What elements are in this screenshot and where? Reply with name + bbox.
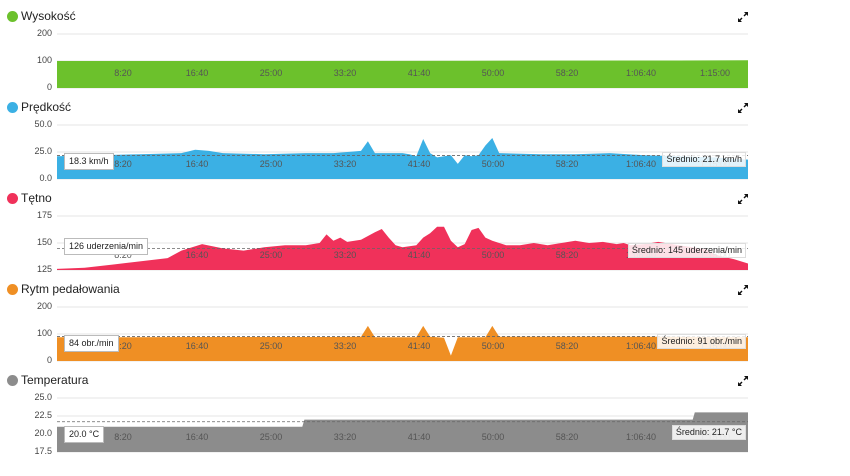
x-tick-label: 8:20	[114, 250, 132, 260]
x-tick-label: 16:40	[185, 68, 209, 78]
cadence-average-label: Średnio: 91 obr./min	[657, 334, 746, 349]
temperature-y-tick-label: 22.5	[34, 410, 52, 420]
cadence-panel: Rytm pedałowania 200 100 0 8:20 16:40 25:00 33:…	[0, 273, 850, 365]
x-tick-label: 1:06:40	[625, 432, 657, 442]
x-tick-label: 58:20	[555, 159, 579, 169]
x-tick-label: 33:20	[333, 341, 357, 351]
heart-average-label: Średnio: 145 uderzenia/min	[627, 243, 746, 258]
x-tick-label: 33:20	[333, 250, 357, 260]
temperature-current-value: 20.0 °C	[64, 426, 105, 443]
cadence-current-value: 84 obr./min	[64, 335, 119, 352]
x-tick-label: 41:40	[407, 159, 431, 169]
cadence-legend-dot	[7, 284, 18, 295]
x-tick-label: 25:00	[259, 341, 283, 351]
x-tick-label: 58:20	[555, 341, 579, 351]
x-tick-label: 41:40	[407, 341, 431, 351]
expand-icon[interactable]	[738, 12, 748, 22]
x-tick-label: 16:40	[185, 341, 209, 351]
x-tick-label: 50:00	[481, 432, 505, 442]
expand-icon[interactable]	[738, 376, 748, 386]
speed-average-label: Średnio: 21.7 km/h	[662, 152, 746, 167]
x-tick-label: 16:40	[185, 432, 209, 442]
heart-title: Tętno	[21, 191, 52, 205]
heart-panel: Tętno 175 150 125 8:20 16:40 25:00 33:20 41:40 50…	[0, 182, 850, 274]
temperature-y-tick-label: 20.0	[34, 428, 52, 438]
heart-y-tick-label: 150	[36, 237, 52, 247]
speed-current-value: 18.3 km/h	[64, 153, 114, 170]
altitude-title: Wysokość	[21, 9, 76, 23]
x-tick-label: 16:40	[185, 159, 209, 169]
x-tick-label: 8:20	[114, 341, 132, 351]
altitude-legend-dot	[7, 11, 18, 22]
speed-series-area	[57, 138, 748, 179]
x-tick-label: 25:00	[259, 250, 283, 260]
altitude-series-area	[57, 60, 748, 88]
x-tick-label: 8:20	[114, 159, 132, 169]
x-tick-label: 41:40	[407, 250, 431, 260]
speed-legend-dot	[7, 102, 18, 113]
heart-current-value: 126 uderzenia/min	[64, 238, 149, 255]
altitude-y-tick-label: 0	[46, 82, 52, 92]
x-tick-label: 50:00	[481, 341, 505, 351]
altitude-y-tick-label: 200	[36, 28, 52, 38]
x-tick-label: 58:20	[555, 250, 579, 260]
x-tick-label: 8:20	[114, 68, 132, 78]
x-tick-label: 1:06:40	[625, 159, 657, 169]
x-tick-label: 58:20	[555, 68, 579, 78]
expand-icon[interactable]	[738, 285, 748, 295]
temperature-y-tick-label: 17.5	[34, 446, 52, 456]
expand-icon[interactable]	[738, 103, 748, 113]
temperature-chart	[57, 397, 748, 453]
temperature-legend-dot	[7, 375, 18, 386]
speed-y-tick-label: 50.0	[34, 119, 52, 129]
temperature-title: Temperatura	[21, 373, 89, 387]
speed-title: Prędkość	[21, 100, 72, 114]
speed-y-tick-label: 0.0	[39, 173, 52, 183]
altitude-panel: Wysokość 200 100 0 8:20 16:40 25:00 33:20 41:40 5…	[0, 0, 850, 92]
x-tick-label: 16:40	[185, 250, 209, 260]
temperature-y-tick-label: 25.0	[34, 392, 52, 402]
x-tick-label: 50:00	[481, 250, 505, 260]
cadence-series-area	[57, 325, 748, 361]
x-tick-label: 33:20	[333, 159, 357, 169]
x-tick-label: 25:00	[259, 159, 283, 169]
heart-legend-dot	[7, 193, 18, 204]
x-tick-label: 25:00	[259, 432, 283, 442]
altitude-chart	[57, 33, 748, 89]
x-tick-label: 33:20	[333, 432, 357, 442]
x-tick-label: 50:00	[481, 68, 505, 78]
cadence-y-tick-label: 100	[36, 328, 52, 338]
cadence-y-tick-label: 200	[36, 301, 52, 311]
speed-y-tick-label: 25.0	[34, 146, 52, 156]
x-tick-label: 33:20	[333, 68, 357, 78]
altitude-y-tick-label: 100	[36, 55, 52, 65]
temperature-average-label: Średnio: 21.7 °C	[671, 425, 746, 440]
x-tick-label: 58:20	[555, 432, 579, 442]
speed-panel: Prędkość 50.0 25.0 0.0 8:20 16:40 25:00 33:20 41…	[0, 91, 850, 183]
cadence-chart	[57, 306, 748, 362]
x-tick-label: 1:06:40	[625, 68, 657, 78]
speed-chart	[57, 124, 748, 180]
x-tick-label: 1:06:40	[625, 341, 657, 351]
x-tick-label: 50:00	[481, 159, 505, 169]
cadence-title: Rytm pedałowania	[21, 282, 120, 296]
x-tick-label: 41:40	[407, 68, 431, 78]
temperature-panel: Temperatura 25.0 22.5 20.0 17.5 8:20 16:40 25:0…	[0, 364, 850, 456]
x-tick-label: 8:20	[114, 432, 132, 442]
x-tick-label: 1:15:00	[699, 68, 731, 78]
x-tick-label: 25:00	[259, 68, 283, 78]
cadence-y-tick-label: 0	[46, 355, 52, 365]
heart-y-tick-label: 125	[36, 264, 52, 274]
x-tick-label: 41:40	[407, 432, 431, 442]
heart-y-tick-label: 175	[36, 210, 52, 220]
expand-icon[interactable]	[738, 194, 748, 204]
temperature-series-area	[57, 412, 748, 452]
